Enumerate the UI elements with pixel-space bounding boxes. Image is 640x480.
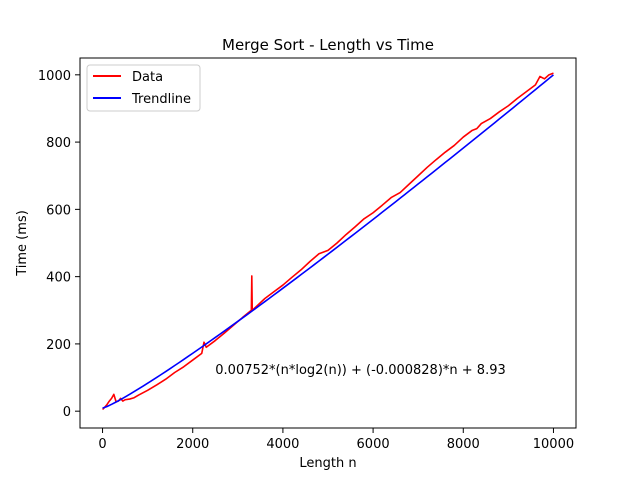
x-tick-label: 2000 [176, 437, 209, 452]
series-line-data [101, 72, 554, 411]
y-tick-label: 400 [46, 271, 71, 286]
y-tick-label: 600 [46, 203, 71, 218]
x-tick-label: 10000 [533, 437, 574, 452]
y-tick-label: 0 [63, 405, 71, 420]
legend: Data Trendline [86, 64, 201, 112]
series-line-trendline [102, 74, 554, 409]
y-tick-label: 800 [46, 136, 71, 151]
plot-area [101, 72, 554, 411]
chart-title: Merge Sort - Length vs Time [222, 36, 434, 54]
x-tick-label: 4000 [266, 437, 299, 452]
x-axis-label: Length n [299, 456, 356, 471]
trend-equation-annotation: 0.00752*(n*log2(n)) + (-0.000828)*n + 8.… [215, 363, 505, 378]
x-axis: 0 2000 4000 6000 8000 10000 [98, 428, 574, 452]
legend-data-label: Data [132, 70, 163, 85]
x-tick-label: 6000 [357, 437, 390, 452]
x-tick-label: 8000 [447, 437, 480, 452]
x-tick-label: 0 [98, 437, 106, 452]
y-tick-label: 200 [46, 338, 71, 353]
series-layer [101, 72, 554, 411]
plot-frame [79, 57, 577, 429]
y-axis: 0 200 400 600 800 1000 [38, 69, 80, 420]
y-tick-label: 1000 [38, 69, 71, 84]
y-axis-label: Time (ms) [15, 210, 30, 277]
legend-trendline-label: Trendline [131, 92, 191, 107]
